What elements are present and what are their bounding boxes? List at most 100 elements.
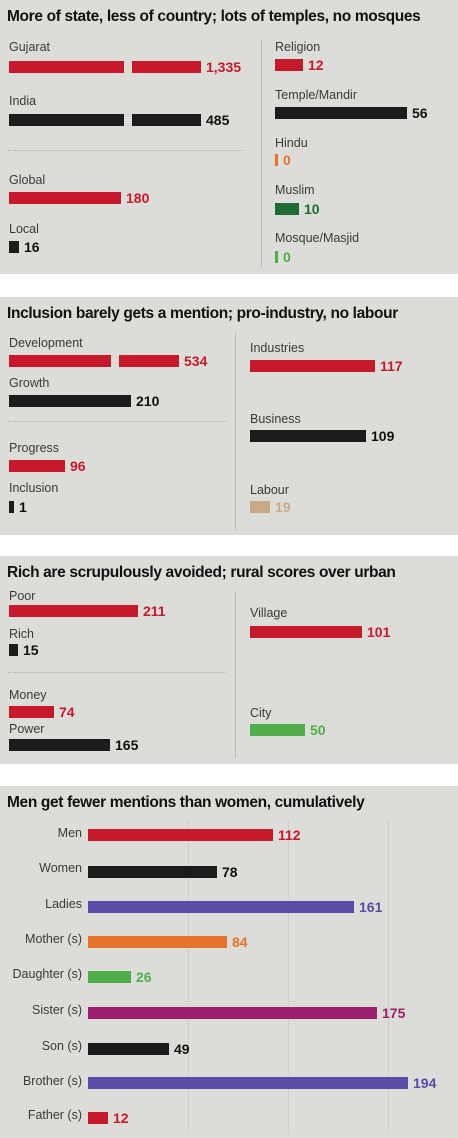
bar-men: [88, 829, 273, 841]
bar-india: [9, 114, 201, 126]
value-power: 165: [115, 737, 139, 753]
column-divider: [235, 592, 236, 758]
bar-growth: [9, 395, 131, 407]
label-religion: Religion: [275, 40, 321, 54]
label-power: Power: [9, 722, 45, 736]
bar-poor: [9, 605, 138, 617]
grid-line: [288, 820, 289, 1134]
label-mosque-masjid: Mosque/Masjid: [275, 231, 360, 245]
value-india: 485: [206, 112, 230, 128]
bar-gujarat: [9, 61, 201, 73]
value-brother: 194: [413, 1075, 437, 1091]
value-growth: 210: [136, 393, 160, 409]
bar-mosque-masjid: [275, 251, 278, 263]
bar-temple-mandir: [275, 107, 407, 119]
label-labour: Labour: [250, 483, 289, 497]
value-poor: 211: [143, 603, 166, 619]
bar-city: [250, 724, 305, 736]
label-hindu: Hindu: [275, 136, 308, 150]
value-global: 180: [126, 190, 150, 206]
value-mosque-masjid: 0: [283, 249, 291, 265]
panel-title: Inclusion barely gets a mention; pro-ind…: [7, 305, 398, 322]
category-label-ladies: Ladies: [45, 897, 82, 911]
bar-rich: [9, 644, 18, 656]
bar-village: [250, 626, 362, 638]
value-inclusion: 1: [19, 499, 27, 515]
label-business: Business: [250, 412, 301, 426]
bar-industries: [250, 360, 375, 372]
column-divider: [235, 333, 236, 529]
bar-mother: [88, 936, 227, 948]
value-local: 16: [24, 239, 40, 255]
bar-power: [9, 739, 110, 751]
bar-women: [88, 866, 217, 878]
value-business: 109: [371, 428, 395, 444]
bar-religion: [275, 59, 303, 71]
category-label-men: Men: [57, 826, 82, 840]
panel-title: Men get fewer mentions than women, cumul…: [7, 794, 365, 811]
bar-progress: [9, 460, 65, 472]
value-progress: 96: [70, 458, 86, 474]
label-poor: Poor: [9, 589, 36, 603]
column-divider: [261, 40, 262, 268]
bar-sister: [88, 1007, 377, 1019]
bar-brother: [88, 1077, 408, 1089]
label-progress: Progress: [9, 441, 60, 455]
label-industries: Industries: [250, 341, 305, 355]
bar-global: [9, 192, 121, 204]
bar-local: [9, 241, 19, 253]
bar-money: [9, 706, 54, 718]
label-development: Development: [9, 336, 83, 350]
grid-line: [388, 820, 389, 1134]
label-city: City: [250, 706, 272, 720]
label-money: Money: [9, 688, 47, 702]
value-gujarat: 1,335: [206, 59, 242, 75]
label-muslim: Muslim: [275, 183, 315, 197]
value-women: 78: [222, 864, 238, 880]
bar-ladies: [88, 901, 354, 913]
value-labour: 19: [275, 499, 291, 515]
value-sister: 175: [382, 1005, 406, 1021]
value-men: 112: [278, 827, 301, 843]
label-village: Village: [250, 606, 288, 620]
bar-labour: [250, 501, 270, 513]
row-separator: [8, 421, 226, 422]
value-ladies: 161: [359, 899, 383, 915]
panel-inclusion-industry: Inclusion barely gets a mention; pro-ind…: [0, 297, 458, 535]
category-label-son: Son (s): [41, 1039, 82, 1053]
panel-rich-poor: Rich are scrupulously avoided; rural sco…: [0, 556, 458, 764]
value-hindu: 0: [283, 152, 291, 168]
value-village: 101: [367, 624, 391, 640]
category-label-father: Father (s): [27, 1108, 82, 1122]
label-gujarat: Gujarat: [9, 40, 50, 54]
value-daughter: 26: [136, 969, 152, 985]
row-separator: [8, 150, 244, 151]
bar-hindu: [275, 154, 278, 166]
category-label-sister: Sister (s): [32, 1003, 82, 1017]
value-father: 12: [113, 1110, 129, 1126]
label-india: India: [9, 94, 37, 108]
label-rich: Rich: [9, 627, 35, 641]
panel-title: Rich are scrupulously avoided; rural sco…: [7, 564, 396, 581]
bar-business: [250, 430, 366, 442]
value-development: 534: [184, 353, 208, 369]
value-rich: 15: [23, 642, 39, 658]
value-muslim: 10: [304, 201, 320, 217]
bar-father: [88, 1112, 108, 1124]
category-label-brother: Brother (s): [22, 1074, 82, 1088]
value-son: 49: [174, 1041, 190, 1057]
row-separator: [8, 672, 226, 673]
value-money: 74: [59, 704, 75, 720]
grid-line: [188, 820, 189, 1134]
bar-daughter: [88, 971, 131, 983]
bar-inclusion: [9, 501, 14, 513]
category-label-mother: Mother (s): [25, 932, 82, 946]
value-industries: 117: [380, 358, 403, 374]
panel-state-country: More of state, less of country; lots of …: [0, 0, 458, 274]
value-city: 50: [310, 722, 326, 738]
label-inclusion: Inclusion: [9, 481, 59, 495]
category-label-women: Women: [39, 861, 82, 875]
label-global: Global: [9, 173, 46, 187]
label-temple-mandir: Temple/Mandir: [275, 88, 357, 102]
label-local: Local: [9, 222, 39, 236]
